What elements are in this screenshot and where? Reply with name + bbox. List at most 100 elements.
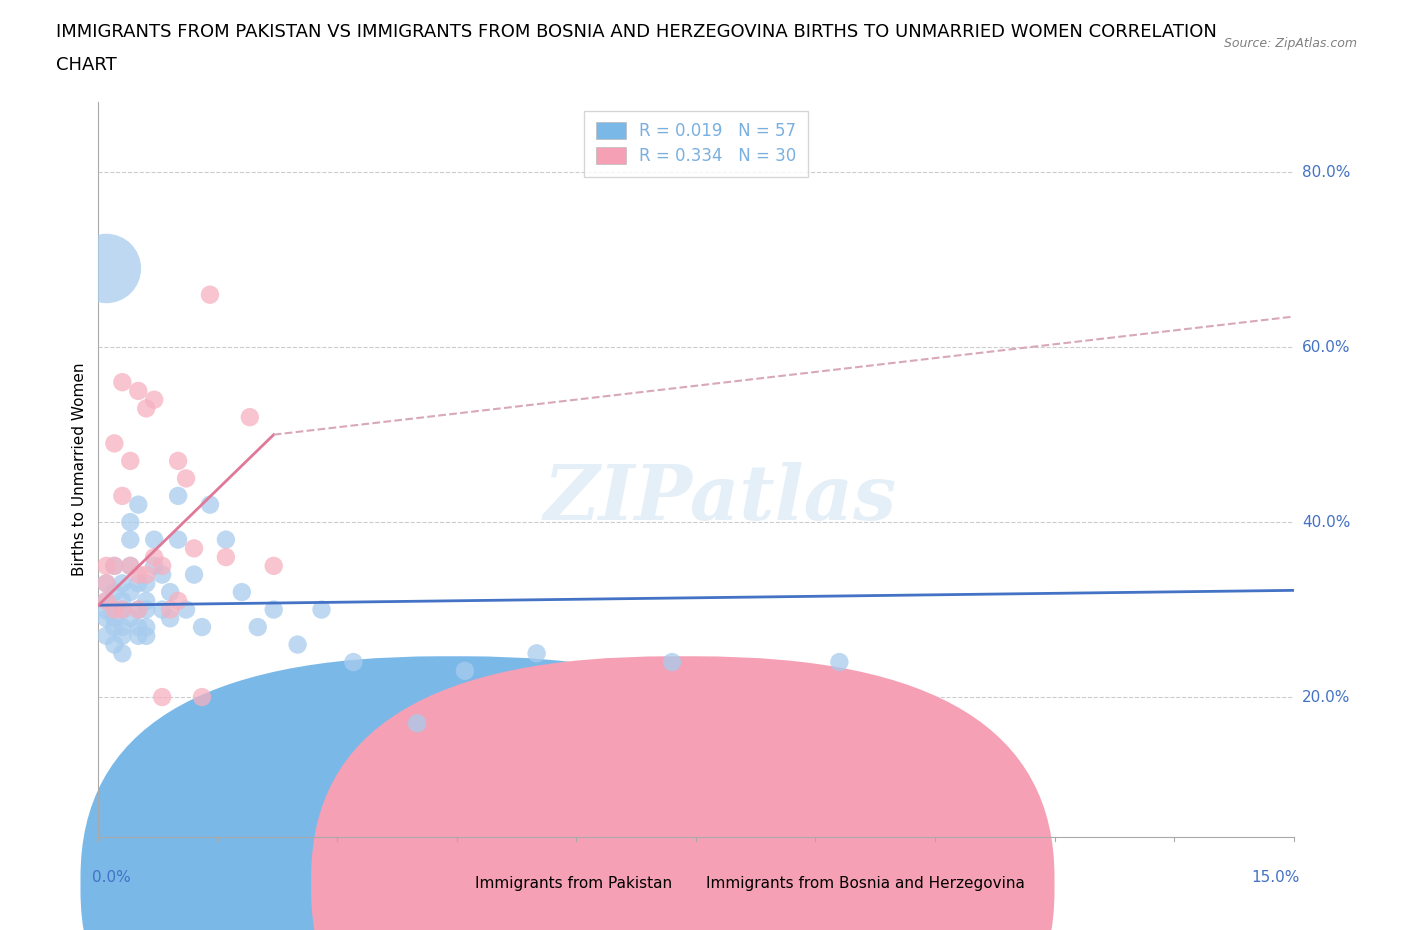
Text: 60.0%: 60.0%: [1302, 339, 1350, 354]
Text: CHART: CHART: [56, 56, 117, 73]
Point: [96, 576, 118, 591]
Point: [127, 567, 149, 582]
Point: [167, 454, 190, 469]
Point: [127, 602, 149, 617]
Point: [143, 392, 166, 407]
Point: [111, 593, 134, 608]
Legend: R = 0.019   N = 57, R = 0.334   N = 30: R = 0.019 N = 57, R = 0.334 N = 30: [583, 111, 808, 177]
Point: [828, 655, 851, 670]
Point: [167, 532, 190, 547]
Text: 15.0%: 15.0%: [1251, 870, 1299, 885]
Point: [127, 629, 149, 644]
Point: [111, 602, 134, 617]
Point: [111, 576, 134, 591]
Point: [120, 454, 142, 469]
Text: Source: ZipAtlas.com: Source: ZipAtlas.com: [1223, 37, 1357, 50]
Point: [103, 585, 125, 600]
Point: [96, 593, 118, 608]
Text: 0.0%: 0.0%: [93, 870, 131, 885]
Point: [127, 576, 149, 591]
Point: [135, 629, 157, 644]
Point: [103, 602, 125, 617]
Point: [120, 514, 142, 529]
Point: [215, 550, 238, 565]
Point: [150, 602, 173, 617]
Point: [111, 629, 134, 644]
Point: [159, 602, 181, 617]
Point: [198, 287, 221, 302]
Text: IMMIGRANTS FROM PAKISTAN VS IMMIGRANTS FROM BOSNIA AND HERZEGOVINA BIRTHS TO UNM: IMMIGRANTS FROM PAKISTAN VS IMMIGRANTS F…: [56, 23, 1218, 41]
Point: [96, 602, 118, 617]
Point: [127, 602, 149, 617]
Point: [96, 593, 118, 608]
Point: [111, 375, 134, 390]
Point: [526, 646, 548, 661]
Point: [135, 619, 157, 634]
Text: 80.0%: 80.0%: [1302, 165, 1350, 179]
Point: [143, 550, 166, 565]
Point: [183, 567, 205, 582]
Point: [191, 690, 214, 705]
Point: [103, 602, 125, 617]
Point: [150, 690, 173, 705]
Point: [198, 498, 221, 512]
Point: [96, 558, 118, 573]
Point: [103, 558, 125, 573]
Point: [263, 558, 285, 573]
Text: 40.0%: 40.0%: [1302, 514, 1350, 529]
Point: [231, 585, 253, 600]
Y-axis label: Births to Unmarried Women: Births to Unmarried Women: [72, 363, 87, 577]
Point: [135, 401, 157, 416]
Point: [111, 646, 134, 661]
Point: [143, 558, 166, 573]
Point: [246, 619, 269, 634]
Point: [111, 488, 134, 503]
Point: [167, 593, 190, 608]
Point: [111, 602, 134, 617]
Point: [135, 576, 157, 591]
Point: [120, 611, 142, 626]
Point: [111, 619, 134, 634]
Point: [150, 567, 173, 582]
Point: [191, 619, 214, 634]
Point: [103, 611, 125, 626]
Point: [103, 558, 125, 573]
Point: [103, 637, 125, 652]
Point: [174, 471, 197, 485]
Point: [143, 532, 166, 547]
Point: [96, 611, 118, 626]
Point: [96, 576, 118, 591]
Point: [135, 567, 157, 582]
Point: [174, 602, 197, 617]
Point: [120, 585, 142, 600]
Text: 20.0%: 20.0%: [1302, 689, 1350, 705]
Point: [135, 602, 157, 617]
Point: [239, 410, 262, 425]
Point: [287, 637, 309, 652]
Text: Immigrants from Bosnia and Herzegovina: Immigrants from Bosnia and Herzegovina: [706, 876, 1025, 891]
Point: [661, 655, 683, 670]
Point: [127, 619, 149, 634]
FancyBboxPatch shape: [311, 657, 1054, 930]
Point: [311, 602, 333, 617]
Point: [150, 558, 173, 573]
Point: [215, 532, 238, 547]
Point: [120, 558, 142, 573]
Point: [159, 611, 181, 626]
Point: [103, 619, 125, 634]
Text: ZIPatlas: ZIPatlas: [543, 462, 897, 536]
Point: [183, 541, 205, 556]
Point: [120, 558, 142, 573]
Point: [454, 663, 477, 678]
Point: [167, 488, 190, 503]
Point: [406, 716, 429, 731]
Point: [96, 261, 118, 276]
Text: Immigrants from Pakistan: Immigrants from Pakistan: [475, 876, 672, 891]
Point: [127, 498, 149, 512]
Point: [103, 436, 125, 451]
FancyBboxPatch shape: [80, 657, 824, 930]
Point: [135, 593, 157, 608]
Point: [127, 383, 149, 398]
Point: [96, 629, 118, 644]
Point: [263, 602, 285, 617]
